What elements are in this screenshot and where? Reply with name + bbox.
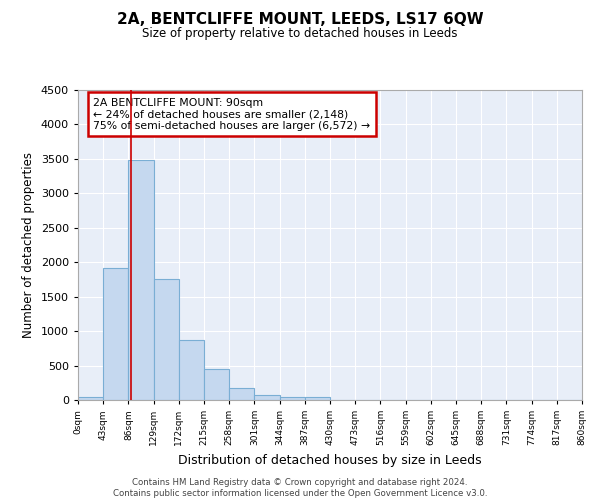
- X-axis label: Distribution of detached houses by size in Leeds: Distribution of detached houses by size …: [178, 454, 482, 466]
- Text: Size of property relative to detached houses in Leeds: Size of property relative to detached ho…: [142, 28, 458, 40]
- Bar: [229, 388, 254, 400]
- Text: Contains HM Land Registry data © Crown copyright and database right 2024.
Contai: Contains HM Land Registry data © Crown c…: [113, 478, 487, 498]
- Text: 2A, BENTCLIFFE MOUNT, LEEDS, LS17 6QW: 2A, BENTCLIFFE MOUNT, LEEDS, LS17 6QW: [116, 12, 484, 28]
- Bar: [280, 396, 305, 400]
- Y-axis label: Number of detached properties: Number of detached properties: [22, 152, 35, 338]
- Bar: [179, 340, 204, 400]
- Text: 2A BENTCLIFFE MOUNT: 90sqm
← 24% of detached houses are smaller (2,148)
75% of s: 2A BENTCLIFFE MOUNT: 90sqm ← 24% of deta…: [93, 98, 370, 131]
- Bar: [204, 369, 229, 400]
- Bar: [103, 268, 128, 400]
- Bar: [254, 395, 280, 400]
- Bar: [305, 396, 330, 400]
- Bar: [154, 279, 179, 400]
- Bar: [128, 160, 154, 400]
- Bar: [78, 396, 103, 400]
